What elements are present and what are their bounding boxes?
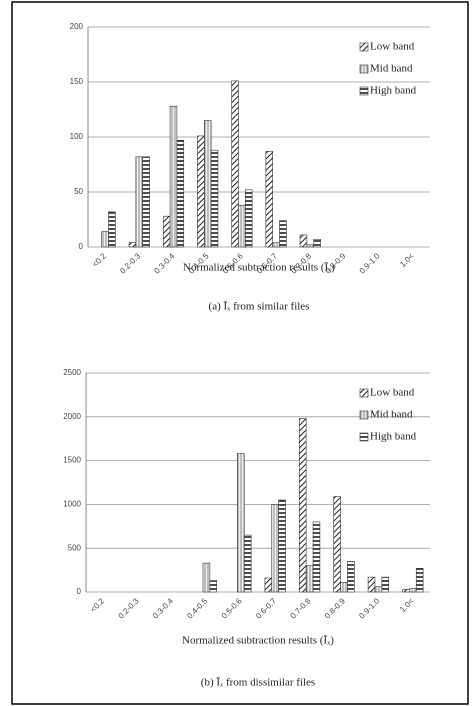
- x-tick-label: <0.2: [89, 596, 107, 614]
- y-tick-label: 1000: [63, 500, 81, 509]
- bar: [128, 242, 137, 248]
- y-tick-label: 0: [79, 242, 84, 251]
- bar: [162, 215, 171, 248]
- legend-label: High band: [370, 431, 417, 443]
- x-tick-label: 0.4-0.5: [185, 596, 209, 620]
- legend-swatch: [359, 388, 369, 398]
- x-tick-label: 0.8-0.9: [323, 596, 347, 620]
- bar: [299, 234, 308, 248]
- bar: [197, 135, 205, 248]
- y-tick-label: 2500: [63, 368, 81, 377]
- y-tick-label: 200: [70, 22, 84, 31]
- x-tick-label: 0.9-1.0: [358, 251, 382, 275]
- x-tick-label: 0.6-0.7: [254, 596, 278, 620]
- bar: [245, 189, 253, 248]
- y-tick-label: 500: [68, 543, 82, 552]
- x-axis-label: Normalized subtraction results (Īₓ): [183, 262, 335, 274]
- bar: [340, 582, 348, 593]
- x-tick-label: 1.0<: [398, 251, 416, 269]
- bar: [271, 504, 279, 593]
- x-tick-label: <0.2: [90, 251, 108, 269]
- x-tick-label: 0.2-0.3: [117, 596, 141, 620]
- legend-label: Low band: [370, 387, 415, 399]
- caption: (a) Īₓ from similar files: [209, 301, 310, 313]
- y-tick-label: 2000: [63, 412, 81, 421]
- bar: [306, 244, 315, 248]
- y-tick-label: 0: [77, 587, 82, 596]
- bar: [202, 562, 211, 593]
- frame: [11, 1, 469, 705]
- bar: [272, 242, 280, 248]
- legend-swatch: [359, 64, 369, 74]
- bar: [108, 211, 116, 248]
- bar: [367, 576, 376, 593]
- bar: [264, 577, 273, 593]
- bar: [278, 499, 286, 593]
- bar: [209, 580, 218, 593]
- bar: [210, 149, 219, 248]
- x-tick-label: 0.5-0.6: [220, 596, 244, 620]
- bar: [402, 589, 410, 593]
- y-tick-label: 50: [74, 187, 83, 196]
- legend-swatch: [359, 410, 369, 420]
- bar: [381, 576, 390, 593]
- bar: [238, 204, 246, 248]
- y-tick-label: 150: [70, 77, 84, 86]
- legend-label: Mid band: [370, 63, 413, 75]
- y-tick-label: 1500: [63, 456, 81, 465]
- bar: [312, 521, 321, 593]
- y-tick-label: 100: [70, 132, 84, 141]
- legend-label: Low band: [370, 41, 415, 53]
- legend-label: Mid band: [370, 409, 413, 421]
- bar: [231, 80, 239, 248]
- bar: [203, 120, 212, 248]
- bar: [169, 105, 178, 248]
- bar: [333, 496, 341, 593]
- bar: [142, 156, 150, 248]
- bar: [101, 231, 109, 248]
- x-tick-label: 0.7-0.8: [289, 596, 313, 620]
- bar: [347, 561, 355, 593]
- legend-swatch: [359, 86, 369, 96]
- bar: [237, 453, 245, 593]
- legend-swatch: [359, 42, 369, 52]
- bar: [279, 220, 287, 248]
- bar: [135, 156, 144, 248]
- x-tick-label: 0.9-1.0: [357, 596, 381, 620]
- bar: [313, 239, 321, 248]
- caption: (b) Īₓ from dissimilar files: [201, 677, 315, 689]
- bar: [305, 565, 314, 593]
- x-tick-label: 0.3-0.4: [152, 251, 176, 275]
- legend-swatch: [359, 432, 369, 442]
- bar: [374, 586, 383, 593]
- x-tick-label: 0.2-0.3: [118, 251, 142, 275]
- bar: [176, 140, 185, 248]
- bar: [409, 588, 417, 593]
- bar: [243, 534, 252, 593]
- x-tick-label: 1.0<: [398, 596, 416, 614]
- x-tick-label: 0.3-0.4: [151, 596, 175, 620]
- x-axis-label: Normalized subtraction results (Īₓ): [182, 635, 334, 647]
- legend-label: High band: [370, 85, 417, 97]
- bar: [415, 568, 424, 593]
- bar: [298, 418, 307, 593]
- bar: [265, 151, 273, 248]
